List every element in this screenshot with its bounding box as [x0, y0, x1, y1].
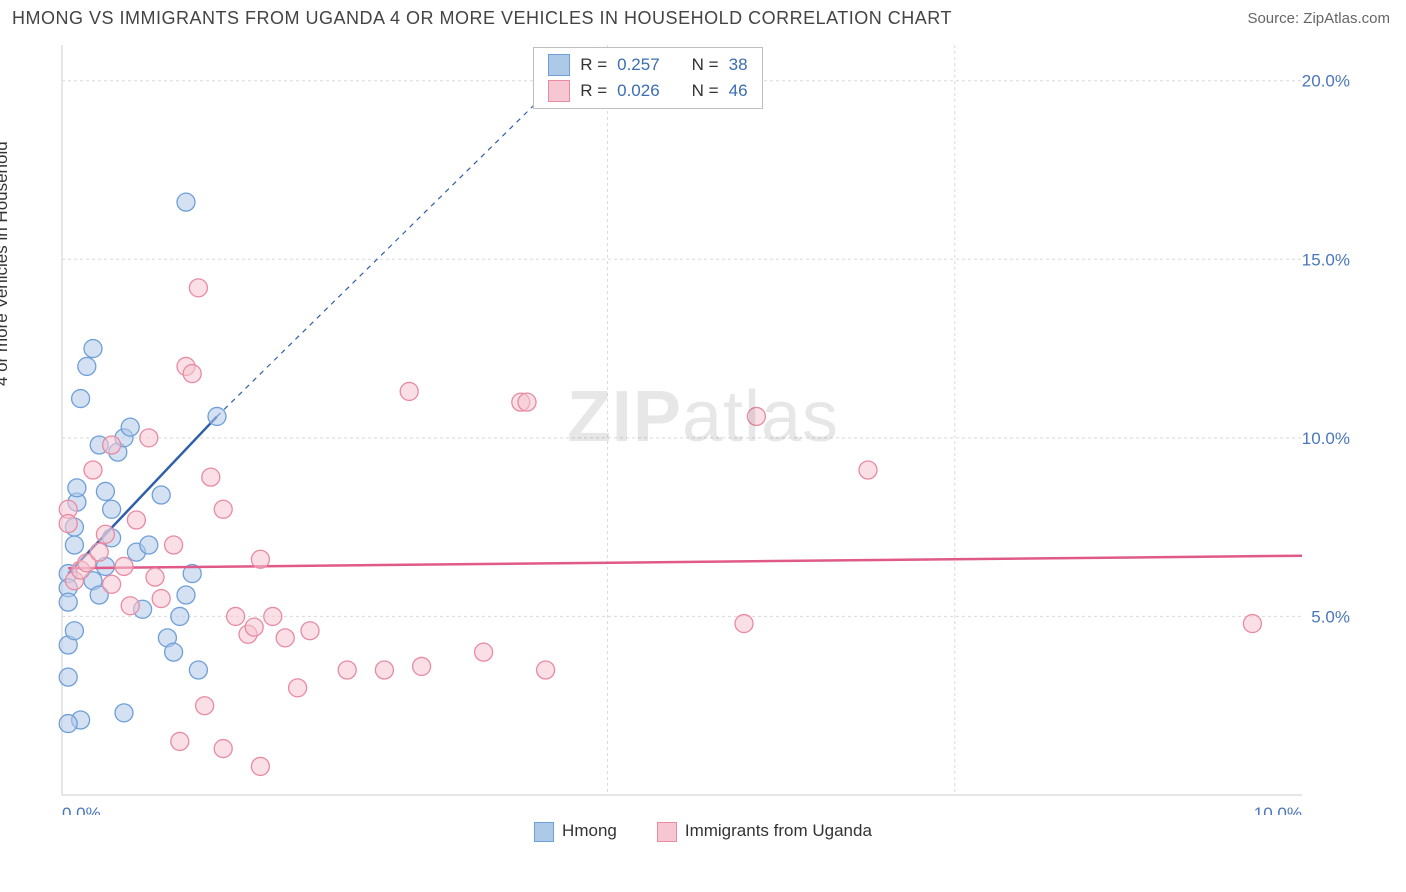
series-swatch: [548, 80, 570, 102]
stats-row: R = 0.026 N = 46: [542, 78, 753, 104]
legend-bottom: Hmong Immigrants from Uganda: [0, 815, 1406, 848]
series-swatch: [548, 54, 570, 76]
legend-label: Immigrants from Uganda: [685, 821, 872, 840]
stats-legend: R = 0.257 N = 38 R = 0.026 N = 46: [533, 47, 762, 109]
r-value: 0.026: [617, 81, 660, 101]
r-label: R =: [580, 81, 607, 101]
stats-row: R = 0.257 N = 38: [542, 52, 753, 78]
svg-text:0.0%: 0.0%: [62, 804, 101, 815]
r-value: 0.257: [617, 55, 660, 75]
svg-text:10.0%: 10.0%: [1302, 429, 1350, 448]
r-label: R =: [580, 55, 607, 75]
legend-item: Hmong: [534, 821, 617, 842]
n-value: 38: [729, 55, 748, 75]
chart-title: HMONG VS IMMIGRANTS FROM UGANDA 4 OR MOR…: [12, 8, 952, 29]
n-value: 46: [729, 81, 748, 101]
legend-swatch: [534, 822, 554, 842]
chart-area: 4 or more Vehicles in Household 5.0%10.0…: [12, 35, 1394, 815]
legend-item: Immigrants from Uganda: [657, 821, 872, 842]
n-label: N =: [692, 81, 719, 101]
svg-text:15.0%: 15.0%: [1302, 250, 1350, 269]
n-label: N =: [692, 55, 719, 75]
source-label: Source: ZipAtlas.com: [1247, 10, 1390, 27]
svg-text:5.0%: 5.0%: [1311, 607, 1350, 626]
svg-text:10.0%: 10.0%: [1254, 804, 1302, 815]
svg-text:20.0%: 20.0%: [1302, 72, 1350, 91]
legend-label: Hmong: [562, 821, 617, 840]
scatter-chart: 5.0% 10.0% 15.0% 20.0% 0.0% 10.0%: [12, 35, 1352, 815]
legend-swatch: [657, 822, 677, 842]
y-axis-label: 4 or more Vehicles in Household: [0, 141, 12, 386]
